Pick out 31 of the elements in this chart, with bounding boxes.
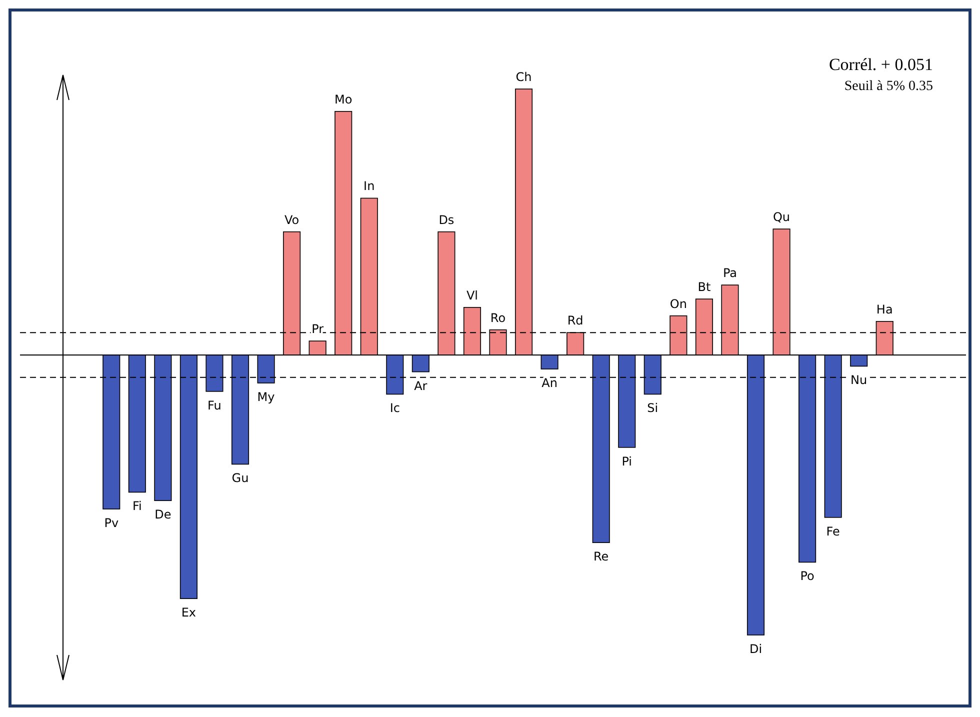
text: Corrél. + 0.051 [828, 55, 933, 74]
x-tick-label: An [542, 376, 558, 390]
annotation: Seuil à 5% 0.35 [844, 79, 933, 94]
x-tick-label: Fi [132, 499, 142, 514]
x-tick-label: Ds [438, 212, 454, 227]
x-tick-label: Mo [334, 92, 352, 106]
x-tick-label: Bt [698, 280, 711, 294]
x-tick-label: Vo [284, 212, 300, 227]
x-tick-label: Pa [722, 266, 738, 280]
x-tick-label: Pi [622, 454, 632, 468]
x-tick-label: Ha [876, 302, 893, 316]
x-tick-label: Ex [181, 606, 196, 620]
x-tick-label: On [670, 296, 687, 311]
x-tick-label: Si [647, 401, 658, 416]
x-tick-label: Re [594, 550, 609, 564]
x-tick-label: Vl [466, 288, 478, 302]
x-tick-label: Qu [772, 210, 790, 224]
x-tick-label: Fu [208, 398, 222, 412]
x-tick-label: Rd [567, 314, 584, 328]
x-tick-label: Fe [826, 524, 840, 538]
x-tick-label: Gu [232, 471, 249, 486]
x-tick-label: Di [749, 642, 762, 656]
x-tick-label: Ar [414, 378, 428, 393]
x-tick-label: In [364, 179, 375, 194]
x-tick-label: Pv [104, 516, 119, 530]
x-tick-label: Po [800, 569, 814, 584]
x-tick-label: Ch [516, 70, 532, 84]
x-tick-label: Ro [490, 310, 506, 325]
x-tick-label: Ic [390, 401, 400, 416]
x-tick-label: De [154, 508, 172, 522]
x-tick-label: My [257, 390, 275, 404]
